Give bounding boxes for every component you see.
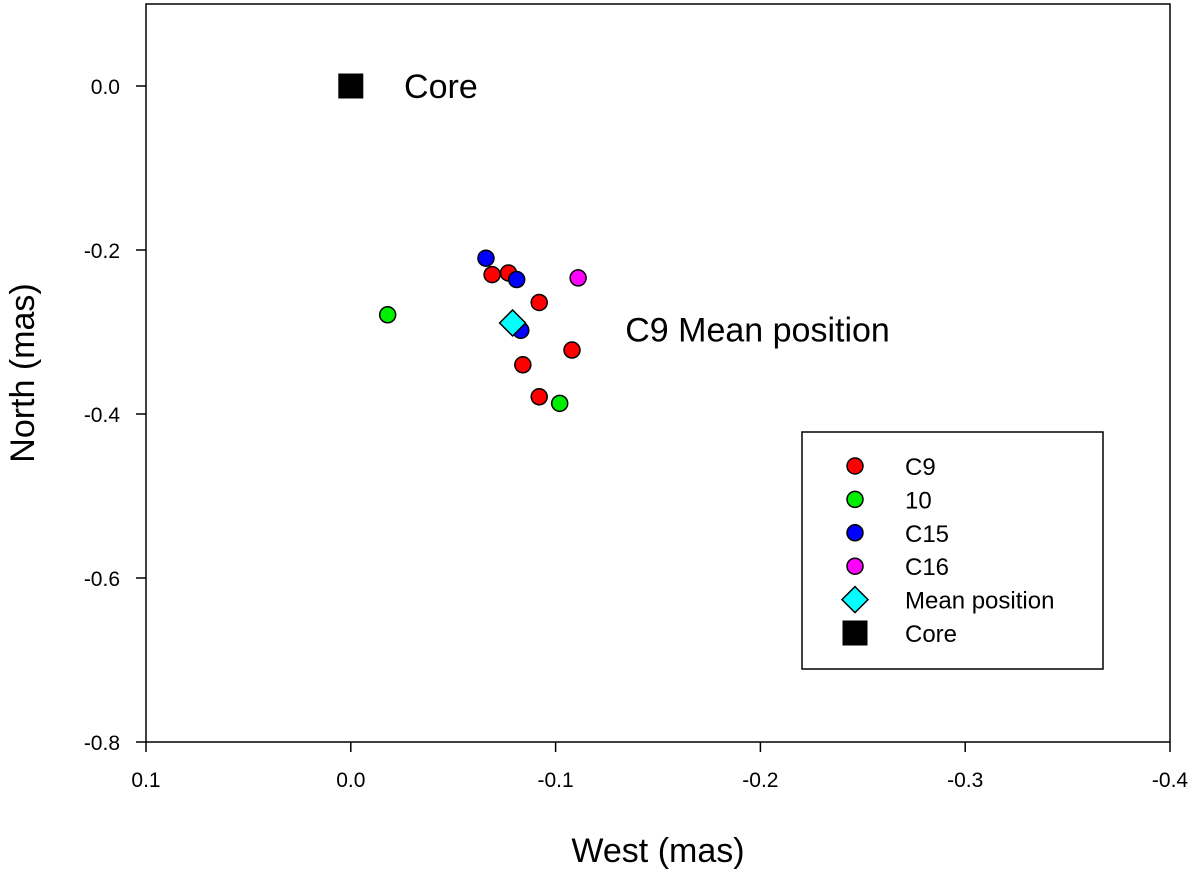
point-c16 — [569, 269, 587, 287]
legend-marker-c16 — [846, 557, 864, 575]
point-c9 — [563, 341, 581, 359]
y-tick-label: -0.8 — [84, 732, 120, 755]
point-10 — [550, 394, 569, 413]
x-tick-label: -0.4 — [1152, 769, 1189, 792]
legend-marker-mean-position — [840, 585, 870, 614]
point-c9 — [530, 388, 548, 406]
y-tick-label: -0.4 — [84, 404, 121, 427]
point-c9 — [514, 356, 532, 374]
legend-label-10: 10 — [905, 487, 932, 514]
x-tick-label: 0.0 — [336, 769, 365, 792]
plot-area-frame — [145, 3, 1171, 743]
y-axis: 0.0 -0.2 -0.4 -0.6 -0.8 — [84, 76, 146, 755]
y-tick-label: -0.6 — [84, 568, 120, 591]
annotations: Core C9 Mean position — [404, 68, 890, 350]
annotation-label: Core — [404, 68, 478, 106]
legend-label-mean-position: Mean position — [905, 588, 1054, 615]
point-c9 — [530, 293, 548, 312]
legend: C9 10 C15 C16 Mean position Core — [801, 431, 1104, 670]
x-tick-label: 0.1 — [131, 769, 160, 792]
legend-marker-c9 — [846, 457, 864, 475]
point-core — [338, 73, 364, 99]
legend-marker-c15 — [846, 524, 864, 542]
y-tick-label: -0.2 — [84, 240, 120, 263]
data-points — [338, 73, 587, 413]
legend-label-c9: C9 — [905, 454, 936, 481]
point-10 — [378, 306, 397, 324]
point-c9 — [483, 265, 501, 284]
x-axis: 0.1 0.0 -0.1 -0.2 -0.3 -0.4 — [131, 742, 1188, 792]
x-tick-label: -0.3 — [947, 769, 983, 792]
annotation-label: C9 Mean position — [625, 312, 890, 350]
y-axis-title: North (mas) — [4, 283, 42, 462]
legend-marker-core — [842, 620, 868, 646]
legend-label-c16: C16 — [905, 554, 949, 581]
point-mean-position — [498, 308, 527, 338]
point-c15 — [477, 249, 495, 267]
legend-label-core: Core — [905, 621, 957, 648]
legend-label-c15: C15 — [905, 521, 949, 548]
point-c15 — [507, 270, 526, 289]
x-tick-label: -0.1 — [538, 769, 574, 792]
y-tick-label: 0.0 — [91, 76, 120, 99]
x-axis-title: West (mas) — [571, 832, 744, 870]
legend-marker-10 — [846, 490, 864, 509]
x-tick-label: -0.2 — [742, 769, 778, 792]
